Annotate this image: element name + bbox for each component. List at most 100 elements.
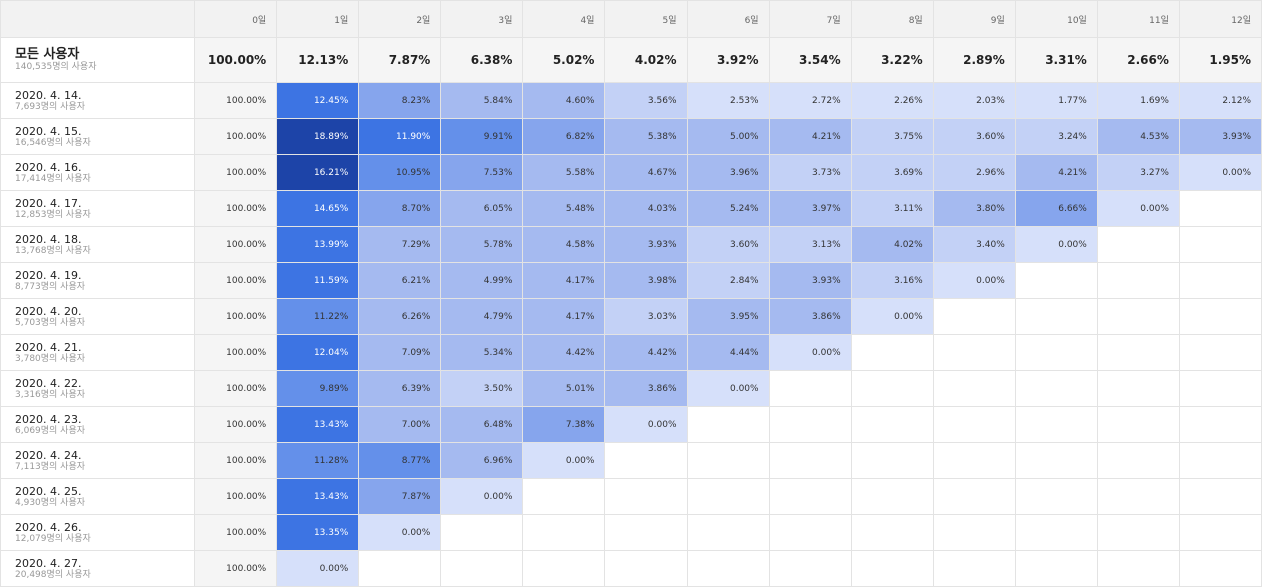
total-value: 100.00% bbox=[194, 37, 278, 83]
column-header: 2일 bbox=[358, 0, 442, 38]
retention-cell: 4.60% bbox=[522, 82, 606, 119]
empty-cell bbox=[604, 550, 688, 587]
cohort-row: 2020. 4. 20. 5,703명의 사용자 100.00% 11.22% 6.26… bbox=[0, 298, 1262, 335]
retention-cell: 6.82% bbox=[522, 118, 606, 155]
cohort-row: 2020. 4. 18. 13,768명의 사용자 100.00% 13.99% 7.2… bbox=[0, 226, 1262, 263]
empty-cell bbox=[932, 298, 1016, 335]
cohort-row: 2020. 4. 21. 3,780명의 사용자 100.00% 12.04% 7.09… bbox=[0, 334, 1262, 371]
retention-cell: 3.93% bbox=[604, 226, 688, 263]
retention-cell: 4.42% bbox=[522, 334, 606, 371]
retention-cell: 18.89% bbox=[276, 118, 360, 155]
empty-cell bbox=[768, 406, 852, 443]
empty-cell bbox=[1096, 226, 1180, 263]
empty-cell bbox=[932, 406, 1016, 443]
total-value: 3.22% bbox=[850, 37, 934, 83]
cohort-date: 2020. 4. 16. bbox=[15, 160, 82, 174]
retention-cell: 6.48% bbox=[440, 406, 524, 443]
retention-cell: 0.00% bbox=[1096, 190, 1180, 227]
empty-cell bbox=[686, 406, 770, 443]
empty-cell bbox=[1178, 478, 1262, 515]
retention-cell: 4.53% bbox=[1096, 118, 1180, 155]
cohort-date: 2020. 4. 18. bbox=[15, 232, 82, 246]
empty-cell bbox=[850, 370, 934, 407]
retention-cell-day0: 100.00% bbox=[194, 154, 278, 191]
retention-cell: 4.21% bbox=[768, 118, 852, 155]
retention-cell: 11.28% bbox=[276, 442, 360, 479]
retention-cell: 3.56% bbox=[604, 82, 688, 119]
empty-cell bbox=[604, 514, 688, 551]
column-header: 10일 bbox=[1014, 0, 1098, 38]
retention-cell-day0: 100.00% bbox=[194, 82, 278, 119]
empty-cell bbox=[686, 550, 770, 587]
retention-cell: 0.00% bbox=[1178, 154, 1262, 191]
retention-cell: 0.00% bbox=[276, 550, 360, 587]
retention-cell-day0: 100.00% bbox=[194, 550, 278, 587]
retention-cell-day0: 100.00% bbox=[194, 298, 278, 335]
cohort-date: 2020. 4. 20. bbox=[15, 304, 82, 318]
retention-cell: 3.75% bbox=[850, 118, 934, 155]
retention-cell: 4.42% bbox=[604, 334, 688, 371]
retention-cell-day0: 100.00% bbox=[194, 370, 278, 407]
retention-cell: 3.96% bbox=[686, 154, 770, 191]
retention-cell: 4.21% bbox=[1014, 154, 1098, 191]
retention-cell: 9.91% bbox=[440, 118, 524, 155]
retention-cell: 11.59% bbox=[276, 262, 360, 299]
cohort-label: 2020. 4. 19. 8,773명의 사용자 bbox=[0, 262, 196, 299]
retention-cell: 1.77% bbox=[1014, 82, 1098, 119]
empty-cell bbox=[1096, 298, 1180, 335]
column-header: 9일 bbox=[932, 0, 1016, 38]
retention-cell: 13.99% bbox=[276, 226, 360, 263]
total-value: 4.02% bbox=[604, 37, 688, 83]
total-subtitle: 140,535명의 사용자 bbox=[15, 62, 97, 72]
cohort-users: 12,079명의 사용자 bbox=[15, 533, 91, 544]
cohort-label: 2020. 4. 17. 12,853명의 사용자 bbox=[0, 190, 196, 227]
retention-cell: 0.00% bbox=[686, 370, 770, 407]
empty-cell bbox=[1178, 262, 1262, 299]
retention-cell-day0: 100.00% bbox=[194, 478, 278, 515]
empty-cell bbox=[522, 514, 606, 551]
retention-cell: 4.67% bbox=[604, 154, 688, 191]
column-header: 6일 bbox=[686, 0, 770, 38]
cohort-row: 2020. 4. 14. 7,693명의 사용자 100.00% 12.45% 8.23… bbox=[0, 82, 1262, 119]
cohort-date: 2020. 4. 15. bbox=[15, 124, 82, 138]
cohort-label: 2020. 4. 21. 3,780명의 사용자 bbox=[0, 334, 196, 371]
empty-cell bbox=[1096, 406, 1180, 443]
empty-cell bbox=[1178, 370, 1262, 407]
retention-cell: 5.48% bbox=[522, 190, 606, 227]
empty-cell bbox=[686, 514, 770, 551]
cohort-date: 2020. 4. 23. bbox=[15, 412, 82, 426]
cohort-date: 2020. 4. 21. bbox=[15, 340, 82, 354]
column-header: 7일 bbox=[768, 0, 852, 38]
retention-cell: 3.50% bbox=[440, 370, 524, 407]
column-header: 12일 bbox=[1178, 0, 1262, 38]
empty-cell bbox=[604, 442, 688, 479]
empty-cell bbox=[1014, 514, 1098, 551]
empty-cell bbox=[932, 442, 1016, 479]
column-header: 8일 bbox=[850, 0, 934, 38]
retention-cell: 3.98% bbox=[604, 262, 688, 299]
cohort-label: 2020. 4. 20. 5,703명의 사용자 bbox=[0, 298, 196, 335]
empty-cell bbox=[932, 334, 1016, 371]
cohort-date: 2020. 4. 19. bbox=[15, 268, 82, 282]
empty-cell bbox=[932, 370, 1016, 407]
cohort-row: 2020. 4. 17. 12,853명의 사용자 100.00% 14.65% 8.7… bbox=[0, 190, 1262, 227]
retention-cell: 2.84% bbox=[686, 262, 770, 299]
retention-cell-day0: 100.00% bbox=[194, 334, 278, 371]
empty-cell bbox=[440, 550, 524, 587]
empty-cell bbox=[1096, 370, 1180, 407]
cohort-users: 12,853명의 사용자 bbox=[15, 209, 91, 220]
total-row: 모든 사용자 140,535명의 사용자 100.00% 12.13% 7.87% 6… bbox=[0, 37, 1262, 83]
cohort-users: 3,316명의 사용자 bbox=[15, 389, 86, 400]
retention-cell: 7.87% bbox=[358, 478, 442, 515]
empty-cell bbox=[1014, 262, 1098, 299]
retention-cell: 1.69% bbox=[1096, 82, 1180, 119]
total-label: 모든 사용자 140,535명의 사용자 bbox=[0, 37, 196, 83]
retention-cell: 3.60% bbox=[932, 118, 1016, 155]
retention-cell-day0: 100.00% bbox=[194, 406, 278, 443]
cohort-row: 2020. 4. 25. 4,930명의 사용자 100.00% 13.43% 7.87… bbox=[0, 478, 1262, 515]
retention-cell: 3.69% bbox=[850, 154, 934, 191]
empty-cell bbox=[1014, 550, 1098, 587]
empty-cell bbox=[1178, 226, 1262, 263]
cohort-row: 2020. 4. 16. 17,414명의 사용자 100.00% 16.21% 10.… bbox=[0, 154, 1262, 191]
retention-cell: 3.93% bbox=[768, 262, 852, 299]
